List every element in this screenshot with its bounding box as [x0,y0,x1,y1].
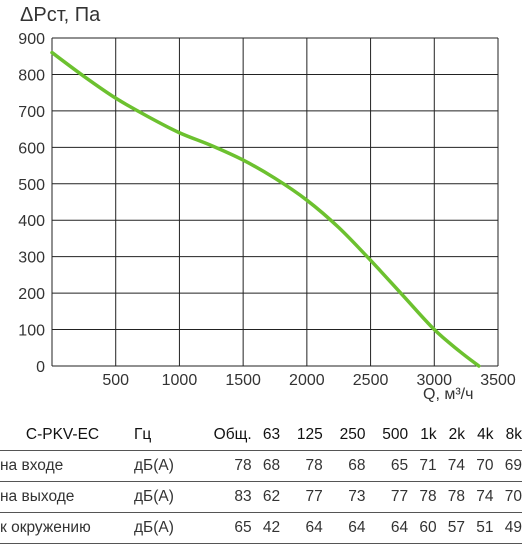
table-cell: 69 [493,450,522,482]
column-header: 500 [365,420,409,451]
table-cell: 65 [189,512,252,544]
table-body: на входе дБ(А) 78 68 78 68 65 71 74 70 69 на выходе… [0,450,522,544]
table-row: на выходе дБ(А) 83 62 77 73 77 78 78 74 70 [0,481,522,513]
table-cell: 77 [280,481,323,513]
table-cell: 70 [465,450,494,482]
column-header: 1k [408,420,437,451]
table-cell: 73 [322,481,366,513]
y-tick-label: 100 [18,323,45,340]
column-header: 63 [251,420,281,451]
y-tick-label: 0 [36,359,45,376]
y-tick-label: 200 [18,286,45,303]
unit-header: Гц [125,420,189,451]
column-header: 8k [493,420,522,451]
table-cell: 70 [493,481,522,513]
x-tick-label: 500 [102,372,129,389]
table-cell: 64 [322,512,366,544]
noise-table: C-PKV-EC Гц Общ. 63 125 250 500 1k 2k 4k 8k на в… [0,420,522,544]
table-cell: 51 [465,512,494,544]
x-tick-label: 2000 [289,372,325,389]
row-label: на выходе [0,481,125,513]
x-axis-label: Q, м³/ч [423,386,473,404]
y-tick-label: 300 [18,250,45,267]
table-header-row: C-PKV-EC Гц Общ. 63 125 250 500 1k 2k 4k 8k [0,420,522,451]
table-cell: 68 [322,450,366,482]
y-tick-label: 600 [18,140,45,157]
table-cell: 68 [251,450,281,482]
y-tick-label: 800 [18,67,45,84]
pressure-flow-chart: 0 100 200 300 400 500 600 700 800 900 500 1000 1500… [18,31,516,389]
y-tick-label: 900 [18,31,45,48]
table-cell: 74 [436,450,466,482]
x-tick-label: 1000 [162,372,198,389]
model-name: C-PKV-EC [0,420,125,451]
row-unit: дБ(А) [125,450,189,482]
table-cell: 74 [465,481,494,513]
y-axis-label: ΔPст, Па [20,4,101,26]
column-header: 4k [465,420,494,451]
row-unit: дБ(А) [125,512,189,544]
table-cell: 65 [365,450,409,482]
table-cell: 57 [436,512,466,544]
table-cell: 64 [365,512,409,544]
table-cell: 77 [365,481,409,513]
table-cell: 49 [493,512,522,544]
table-row: к окружению дБ(А) 65 42 64 64 64 60 57 51 49 [0,512,522,544]
y-tick-label: 400 [18,213,45,230]
row-unit: дБ(А) [125,481,189,513]
table-cell: 60 [408,512,437,544]
table-cell: 62 [251,481,281,513]
table-cell: 42 [251,512,281,544]
x-tick-label: 1500 [225,372,261,389]
table-cell: 78 [408,481,437,513]
x-tick-label: 2500 [353,372,389,389]
column-header: 125 [280,420,323,451]
table-cell: 64 [280,512,323,544]
y-tick-label: 700 [18,104,45,121]
row-label: к окружению [0,512,125,544]
table-cell: 78 [280,450,323,482]
x-tick-label: 3000 [416,372,452,389]
x-tick-labels: 500 1000 1500 2000 2500 3000 3500 [102,372,516,389]
y-tick-label: 500 [18,177,45,194]
column-header: Общ. [189,420,252,451]
table-cell: 71 [408,450,437,482]
y-tick-labels: 0 100 200 300 400 500 600 700 800 900 [18,31,45,376]
x-axis-label-text: Q, м³/ч [423,386,474,403]
table-row: на входе дБ(А) 78 68 78 68 65 71 74 70 69 [0,450,522,482]
table-cell: 78 [436,481,466,513]
table-cell: 78 [189,450,252,482]
column-header: 2k [436,420,466,451]
series-line [50,50,481,368]
column-header: 250 [322,420,366,451]
row-label: на входе [0,450,125,482]
x-tick-label: 3500 [480,372,516,389]
grid [51,37,499,367]
table-cell: 83 [189,481,252,513]
